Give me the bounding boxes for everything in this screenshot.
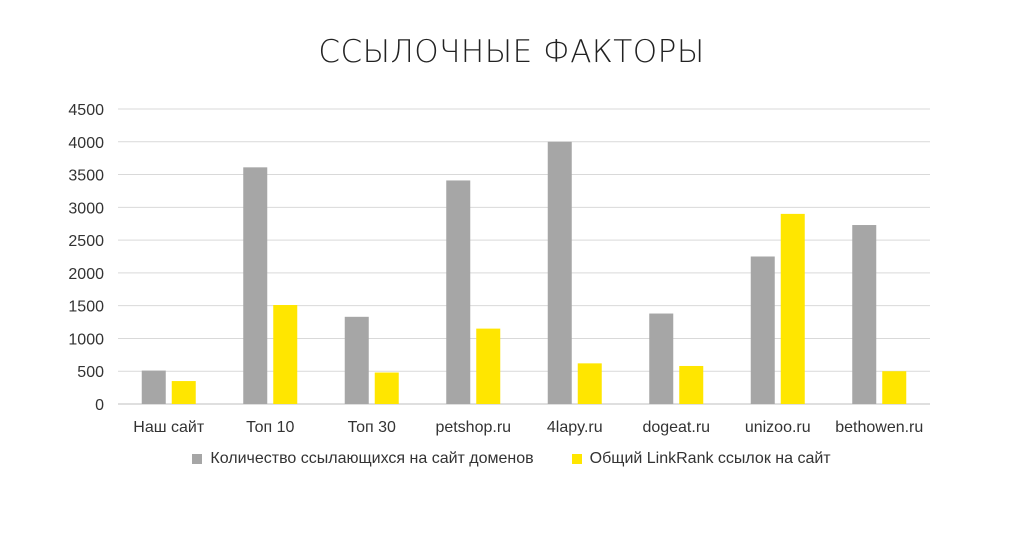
legend-label-domains: Количество ссылающихся на сайт доменов: [210, 450, 534, 467]
legend-item-linkrank: Общий LinkRank ссылок на сайт: [571, 450, 831, 468]
y-tick-label: 1000: [68, 331, 104, 348]
chart-title: ССЫЛОЧНЫЕ ФАКТОРЫ: [318, 34, 705, 70]
y-tick-label: 2500: [68, 233, 104, 250]
bar-linkrank-6: [780, 213, 805, 404]
bar-domains-0: [141, 370, 166, 404]
bar-linkrank-1: [273, 305, 298, 404]
bar-domains-2: [344, 316, 369, 404]
bar-domains-6: [750, 256, 775, 404]
x-tick-label: petshop.ru: [435, 419, 511, 436]
bar-linkrank-3: [476, 328, 501, 404]
x-tick-label: Наш сайт: [133, 419, 205, 436]
legend-item-domains: Количество ссылающихся на сайт доменов: [192, 450, 534, 468]
y-tick-label: 3500: [68, 168, 104, 185]
y-tick-label: 3000: [68, 200, 104, 217]
y-tick-label: 2000: [68, 266, 104, 283]
gridlines: [118, 108, 930, 405]
x-tick-label: dogeat.ru: [642, 419, 710, 436]
bar-domains-3: [446, 180, 471, 404]
legend-swatch-domains: [192, 454, 203, 464]
y-tick-label: 0: [95, 397, 104, 414]
bar-domains-1: [243, 167, 268, 404]
y-tick-label: 500: [77, 364, 104, 381]
y-axis-ticks: 0 500 1000 1500 2000 2500 3000 3500 4000 4500: [68, 102, 104, 414]
bar-linkrank-5: [679, 365, 704, 404]
legend: Количество ссылающихся на сайт доменов О…: [0, 450, 1023, 468]
x-tick-label: unizoo.ru: [745, 419, 811, 436]
bar-linkrank-4: [577, 363, 602, 404]
y-tick-label: 1500: [68, 299, 104, 316]
bar-linkrank-7: [882, 371, 907, 404]
bar-domains-5: [649, 313, 674, 404]
x-tick-label: 4lapy.ru: [547, 419, 603, 436]
legend-label-linkrank: Общий LinkRank ссылок на сайт: [589, 450, 831, 467]
x-tick-label: bethowen.ru: [835, 419, 923, 436]
legend-swatch-linkrank: [571, 454, 582, 464]
y-tick-label: 4000: [68, 135, 104, 152]
x-tick-label: Топ 10: [246, 419, 294, 436]
bar-domains-7: [852, 225, 877, 404]
bar-linkrank-2: [374, 372, 399, 404]
x-tick-label: Топ 30: [348, 419, 396, 436]
x-axis-ticks: Наш сайт Топ 10 Топ 30 petshop.ru 4lapy.ru do…: [133, 419, 923, 436]
bar-linkrank-0: [171, 381, 196, 404]
bars: [141, 141, 907, 404]
bar-domains-4: [547, 141, 572, 404]
y-tick-label: 4500: [68, 102, 104, 119]
